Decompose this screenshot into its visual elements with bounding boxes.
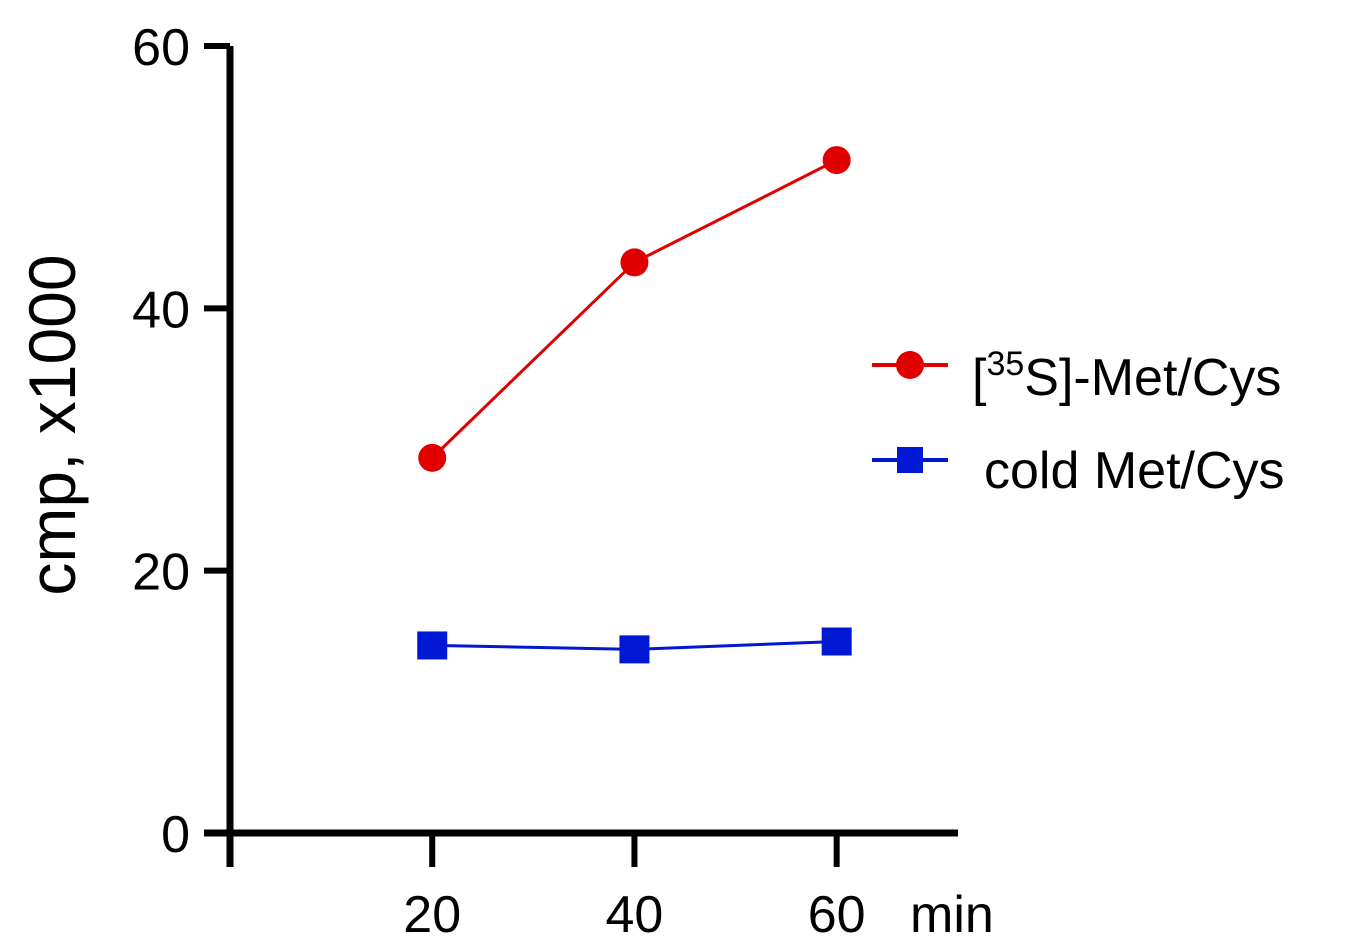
y-tick-label: 40 [132,281,190,339]
data-point-square [417,631,448,660]
y-axis-ticks: 0 20 40 60 [132,19,230,864]
x-tick-label: 60 [808,886,866,944]
legend-marker-circle [896,351,924,379]
legend-label-superscript: 35 [986,345,1024,383]
x-tick-label: 20 [403,886,461,944]
legend-label-prefix: [ [972,349,987,407]
data-point-circle [620,248,649,277]
legend-marker-square [897,447,923,473]
x-axis-label: min [910,886,994,944]
data-point-circle [822,146,851,175]
y-tick-label: 60 [132,19,190,77]
legend-label-cold: cold Met/Cys [984,442,1285,500]
legend-label-radiolabeled: [35S]-Met/Cys [972,345,1281,407]
y-axis-label: cmp, x1000 [15,254,89,595]
axes [204,46,958,867]
legend: [35S]-Met/Cys cold Met/Cys [872,345,1285,500]
y-tick-label: 0 [161,806,190,864]
series-line-0 [431,158,838,459]
legend-label-suffix: S]-Met/Cys [1024,349,1281,407]
data-point-circle [418,443,447,472]
legend-item-radiolabeled: [35S]-Met/Cys [872,345,1281,407]
series-layer [417,146,852,664]
y-tick-label: 20 [132,544,190,602]
data-point-square [619,635,650,664]
x-axis-ticks: 20 40 60 [403,833,866,944]
legend-item-cold: cold Met/Cys [872,442,1285,500]
data-point-square [821,627,852,656]
x-tick-label: 40 [606,886,664,944]
